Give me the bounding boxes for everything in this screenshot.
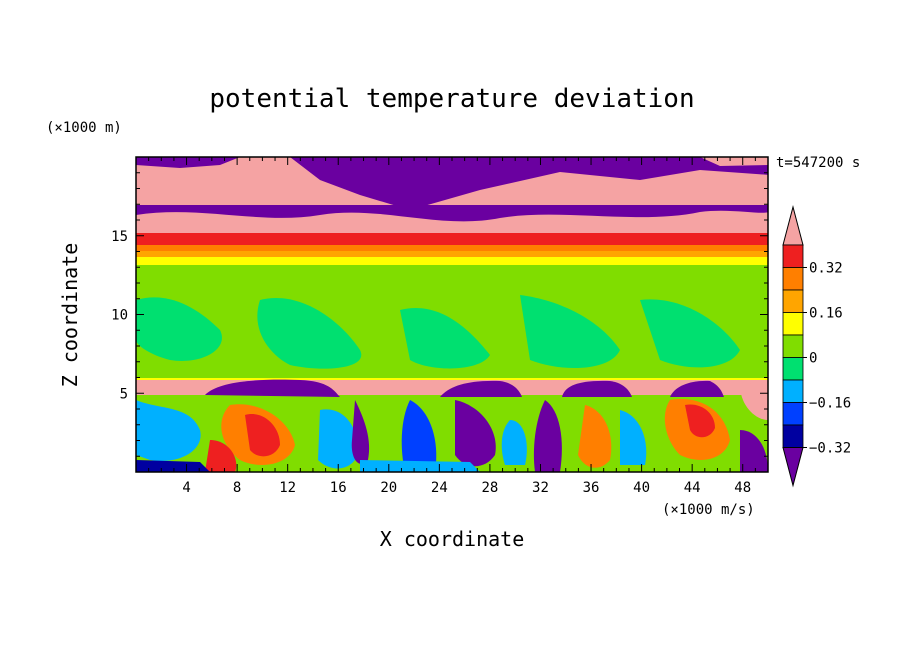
- bl-purple-2: [455, 400, 496, 467]
- y-tick-label: 5: [120, 386, 128, 402]
- colorbar-segment: [782, 289, 804, 313]
- x-axis: 4 8 12 16 20 24 28 32 36 40 44 48: [148, 157, 756, 496]
- bl-blue-6: [360, 460, 480, 472]
- y-axis-unit: (×1000 m): [46, 120, 122, 136]
- x-tick-label: 28: [481, 480, 498, 496]
- bl-blue-5: [620, 410, 647, 465]
- y-tick-label: 15: [111, 229, 128, 245]
- teal-patch-4: [520, 295, 620, 369]
- x-tick-label: 44: [684, 480, 701, 496]
- x-axis-unit: (×1000 m/s): [662, 502, 755, 518]
- warm-band-amber: [136, 251, 768, 257]
- colorbar-segment: [782, 402, 804, 426]
- colorbar-segment: [782, 244, 804, 268]
- upper-cold-region: [290, 157, 768, 210]
- colorbar-label: 0: [809, 351, 817, 367]
- colorbar-segment: [782, 424, 804, 448]
- y-axis: 5 10 15: [111, 172, 768, 457]
- time-annotation: t=547200 s: [776, 155, 861, 171]
- bl-navy-1: [136, 460, 210, 472]
- bl-pink-1: [740, 383, 768, 420]
- bl-blue-3: [401, 400, 437, 472]
- colorbar-top-extension: [782, 205, 804, 246]
- bl-blue-1: [136, 400, 201, 461]
- warm-band-red: [136, 233, 768, 245]
- bl-red-1: [245, 414, 280, 457]
- x-tick-label: 40: [633, 480, 650, 496]
- chart-title: potential temperature deviation: [209, 84, 695, 114]
- colorbar-segment: [782, 334, 804, 358]
- teal-patch-2: [257, 298, 362, 369]
- teal-patch-1: [136, 297, 222, 361]
- mixing-layer: [136, 210, 768, 233]
- colorbar: 0.32 0.16 0 −0.16 −0.32: [782, 205, 851, 488]
- x-tick-label: 16: [330, 480, 347, 496]
- contour-field: [136, 157, 768, 472]
- colorbar-segment: [782, 267, 804, 291]
- colorbar-segment: [782, 312, 804, 336]
- colorbar-segment: [782, 357, 804, 381]
- teal-patch-5: [640, 299, 740, 368]
- bl-blue-2: [318, 409, 359, 469]
- colorbar-label: −0.16: [809, 396, 851, 412]
- inversion-edge: [136, 378, 768, 380]
- x-tick-label: 48: [734, 480, 751, 496]
- colorbar-bottom-extension: [782, 447, 804, 488]
- x-tick-label: 8: [233, 480, 241, 496]
- bl-purple-3: [533, 400, 562, 472]
- upper-cold-region-left: [136, 157, 240, 168]
- cold-bump-4: [670, 380, 724, 397]
- teal-patch-3: [400, 308, 490, 369]
- warm-band-yellow: [136, 257, 768, 265]
- bl-purple-4: [740, 430, 768, 472]
- cold-bump-1: [205, 379, 340, 397]
- colorbar-segment: [782, 379, 804, 403]
- bl-blue-4: [501, 420, 527, 465]
- x-axis-label: X coordinate: [379, 527, 525, 551]
- y-tick-label: 10: [111, 308, 128, 324]
- x-tick-label: 20: [380, 480, 397, 496]
- colorbar-label: −0.32: [809, 441, 851, 457]
- x-tick-label: 36: [583, 480, 600, 496]
- x-tick-label: 24: [431, 480, 448, 496]
- colorbar-label: 0.16: [809, 306, 843, 322]
- colorbar-label: 0.32: [809, 261, 843, 277]
- bl-purple-1: [351, 400, 370, 464]
- bl-red-3: [685, 404, 715, 438]
- cold-bump-2: [440, 380, 522, 397]
- cold-bump-3: [562, 380, 632, 397]
- bl-orange-2: [578, 405, 612, 468]
- x-tick-label: 32: [532, 480, 549, 496]
- warm-band-orange: [136, 245, 768, 251]
- bl-red-2: [205, 440, 237, 472]
- x-tick-label: 4: [182, 480, 190, 496]
- x-tick-label: 12: [279, 480, 296, 496]
